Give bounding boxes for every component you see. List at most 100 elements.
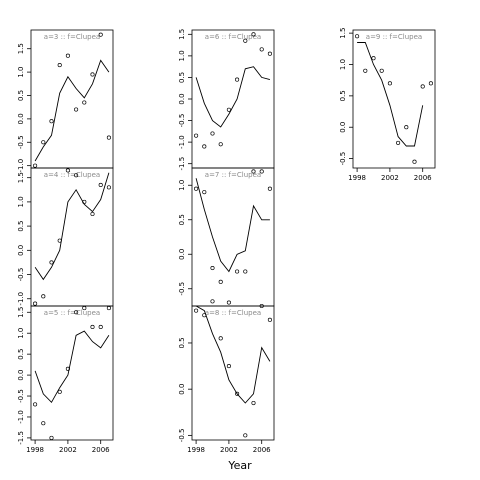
- data-point: [74, 173, 79, 178]
- data-point: [210, 299, 215, 304]
- data-point: [259, 303, 264, 309]
- fitted-line: [34, 330, 110, 404]
- data-point: [98, 182, 103, 187]
- data-point: [259, 169, 264, 174]
- data-point: [243, 38, 248, 43]
- y-tick-label: -0.5: [178, 429, 186, 443]
- data-point: [65, 366, 70, 371]
- data-point: [226, 107, 231, 112]
- panel-frame: [191, 305, 275, 441]
- data-point: [106, 306, 111, 311]
- data-point: [396, 140, 401, 145]
- panel-1: a=3 :: f=Clupea-1.0 -0.5 0.0 0.5 1.0 1.5: [17, 29, 114, 173]
- y-tick-label: 0.0: [178, 93, 186, 104]
- data-point: [251, 32, 256, 37]
- data-point: [194, 308, 199, 313]
- data-point: [98, 32, 103, 37]
- y-tick-label: -0.5: [17, 268, 25, 282]
- y-tick-label: 1.0: [17, 67, 25, 78]
- data-point: [41, 421, 46, 426]
- data-point: [243, 269, 248, 274]
- data-point: [371, 56, 376, 61]
- y-tick-label: 0.5: [17, 349, 25, 360]
- data-point: [420, 84, 425, 89]
- data-point: [106, 185, 111, 190]
- data-point: [202, 313, 207, 318]
- data-point: [235, 269, 240, 274]
- fitted-line: [357, 42, 424, 147]
- data-point: [363, 68, 368, 73]
- data-point: [57, 238, 62, 243]
- data-point: [57, 63, 62, 68]
- y-tick-label: 1.0: [339, 59, 347, 70]
- panel-title: a=6 :: f=Clupea: [205, 33, 261, 41]
- data-point: [235, 391, 240, 396]
- panel-frame: [352, 29, 436, 169]
- y-tick-label: -1.0: [178, 135, 186, 149]
- x-tick-label: 2006: [414, 174, 432, 182]
- panel-2: a=6 :: f=Clupea-1.5 -1.0 -0.5 0.0 0.5 1.0 1.5: [178, 29, 275, 171]
- x-tick-label: 2006: [92, 446, 110, 454]
- y-tick-label: 0.0: [17, 113, 25, 124]
- panel-title: a=7 :: f=Clupea: [205, 171, 261, 179]
- data-point: [41, 294, 46, 299]
- y-tick-label: -0.5: [17, 389, 25, 403]
- y-tick-label: 1.0: [178, 50, 186, 61]
- y-tick-label: -0.5: [339, 152, 347, 166]
- y-tick-label: 1.5: [178, 29, 186, 40]
- data-point: [251, 400, 256, 406]
- data-point: [49, 435, 54, 440]
- y-tick-label: 0.0: [339, 122, 347, 133]
- fitted-line: [34, 59, 110, 162]
- data-point: [33, 402, 38, 407]
- fitted-line: [195, 178, 270, 273]
- panel-frame: [191, 167, 275, 307]
- data-point: [210, 265, 215, 271]
- panel-4: a=4 :: f=Clupea-1.0 -0.5 0.0 0.5 1.0 1.5: [17, 167, 114, 307]
- data-point: [412, 159, 417, 164]
- panel-title: a=5 :: f=Clupea: [44, 309, 100, 317]
- data-point: [49, 260, 54, 265]
- data-point: [41, 140, 46, 145]
- data-point: [355, 34, 360, 39]
- y-tick-label: -0.5: [17, 135, 25, 149]
- y-tick-label: -1.5: [17, 431, 25, 445]
- x-tick-label: 1998: [26, 446, 44, 454]
- data-point: [33, 163, 38, 168]
- data-point: [98, 324, 103, 329]
- fitted-line: [195, 305, 271, 404]
- y-tick-label: -1.0: [17, 159, 25, 173]
- data-point: [428, 81, 433, 86]
- y-tick-label: 1.5: [339, 28, 347, 39]
- y-tick-label: 1.0: [17, 196, 25, 207]
- data-point: [218, 279, 223, 284]
- data-point: [106, 135, 111, 140]
- x-tick-label: 2006: [253, 446, 271, 454]
- data-point: [65, 53, 70, 58]
- y-tick-label: -1.0: [17, 292, 25, 306]
- panel-title: a=9 :: f=Clupea: [366, 33, 422, 41]
- y-tick-label: -0.5: [178, 114, 186, 128]
- data-point: [235, 77, 240, 82]
- data-point: [210, 131, 215, 136]
- y-tick-label: 0.0: [178, 384, 186, 395]
- panel-frame: [191, 29, 275, 169]
- data-point: [387, 81, 392, 86]
- data-point: [74, 310, 79, 315]
- x-tick-label: 1998: [348, 174, 366, 182]
- data-point: [82, 199, 87, 204]
- data-point: [251, 169, 256, 174]
- data-point: [267, 186, 272, 191]
- y-tick-label: 0.5: [178, 214, 186, 225]
- data-point: [243, 433, 248, 438]
- data-point: [90, 211, 95, 217]
- y-tick-label: 0.0: [178, 249, 186, 260]
- data-point: [82, 306, 87, 311]
- data-point: [49, 119, 54, 124]
- y-tick-label: 0.5: [178, 72, 186, 83]
- y-tick-label: -0.5: [178, 282, 186, 296]
- data-point: [379, 68, 384, 73]
- y-tick-label: 0.0: [17, 245, 25, 256]
